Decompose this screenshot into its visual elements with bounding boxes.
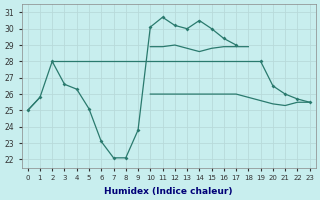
X-axis label: Humidex (Indice chaleur): Humidex (Indice chaleur) bbox=[104, 187, 233, 196]
